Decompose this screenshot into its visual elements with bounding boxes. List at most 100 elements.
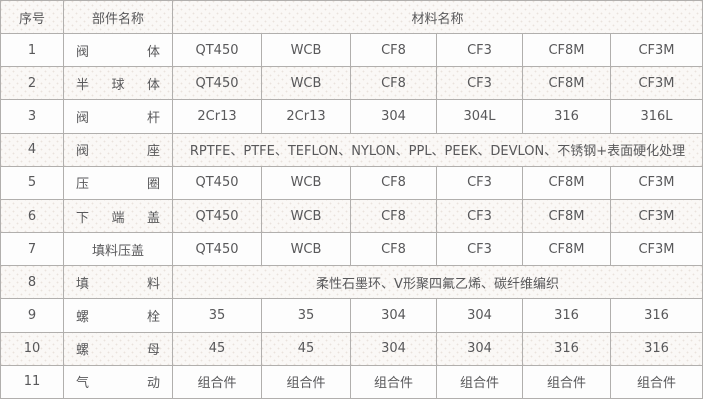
header-serial-cell: 序号	[0, 0, 64, 35]
material-cell: CF8	[350, 66, 437, 101]
header-part-name-cell: 部件名称	[63, 0, 173, 35]
part-name-cell: 填料压盖	[63, 232, 173, 267]
material-cell: CF3	[436, 66, 523, 101]
part-name-cell: 阀体	[63, 33, 173, 68]
material-cell: CF8	[350, 165, 437, 200]
part-name-label: 螺母	[76, 343, 160, 359]
part-name-label: 阀座	[76, 144, 160, 160]
material-cell: CF8M	[522, 33, 611, 68]
serial-cell: 8	[0, 265, 64, 300]
material-cell: 304	[350, 331, 437, 366]
table-row: 6 下端盖 QT450 WCB CF8 CF3 CF8M CF3M	[0, 198, 704, 234]
material-cell: 组合件	[609, 364, 704, 400]
material-cell: CF8M	[522, 66, 611, 101]
material-cell: CF3	[436, 33, 523, 68]
material-cell: 316	[609, 298, 704, 333]
table-row: 5 压圈 QT450 WCB CF8 CF3 CF8M CF3M	[0, 165, 704, 200]
material-cell: CF3M	[609, 33, 704, 68]
material-cell: 316	[522, 298, 611, 333]
part-name-cell: 下端盖	[63, 198, 173, 234]
table-row: 7 填料压盖 QT450 WCB CF8 CF3 CF8M CF3M	[0, 232, 704, 267]
material-cell: WCB	[261, 232, 351, 267]
serial-cell: 3	[0, 99, 64, 134]
part-name-label: 填料压盖	[91, 243, 144, 259]
serial-cell: 11	[0, 364, 64, 400]
serial-cell: 7	[0, 232, 64, 267]
part-name-label: 螺栓	[76, 309, 160, 325]
serial-cell: 5	[0, 165, 64, 200]
table-row: 8 填料 柔性石墨环、V形聚四氟乙烯、碳纤维编织	[0, 265, 704, 300]
material-cell: CF3M	[609, 198, 704, 234]
part-name-cell: 气动	[63, 364, 173, 400]
serial-cell: 10	[0, 331, 64, 366]
material-cell: CF8	[350, 33, 437, 68]
header-material-name-cell: 材料名称	[171, 0, 704, 35]
material-cell: CF3M	[609, 232, 704, 267]
material-cell: 组合件	[350, 364, 437, 400]
material-cell: CF8M	[522, 198, 611, 234]
material-cell: 35	[172, 298, 262, 333]
part-name-label: 气动	[76, 376, 160, 392]
serial-cell: 9	[0, 298, 64, 333]
part-name-cell: 阀杆	[63, 99, 173, 134]
material-cell: CF3	[436, 165, 523, 200]
material-cell: CF3	[436, 198, 523, 234]
part-name-cell: 压圈	[63, 165, 173, 200]
part-name-cell: 螺栓	[63, 298, 173, 333]
material-cell: CF3	[436, 232, 523, 267]
table-row: 4 阀座 RPTFE、PTFE、TEFLON、NYLON、PPL、PEEK、DE…	[0, 132, 704, 167]
material-cell: WCB	[261, 66, 351, 101]
part-name-label: 阀体	[76, 44, 160, 60]
material-cell: CF8	[350, 232, 437, 267]
material-cell: 316	[522, 331, 611, 366]
serial-cell: 6	[0, 198, 64, 234]
part-name-label: 阀杆	[76, 111, 160, 127]
material-cell: CF8M	[522, 165, 611, 200]
part-name-label: 填料	[76, 276, 160, 292]
material-cell: 2Cr13	[172, 99, 262, 134]
material-cell: 组合件	[261, 364, 351, 400]
material-cell: 316	[522, 99, 611, 134]
material-cell: 35	[261, 298, 351, 333]
material-cell: 304	[350, 99, 437, 134]
material-cell: QT450	[172, 33, 262, 68]
material-cell: QT450	[172, 198, 262, 234]
part-name-label: 压圈	[76, 177, 160, 193]
material-cell: 316L	[609, 99, 704, 134]
serial-cell: 2	[0, 66, 64, 101]
material-cell: WCB	[261, 198, 351, 234]
material-cell: 45	[172, 331, 262, 366]
material-cell: 组合件	[436, 364, 523, 400]
material-cell: 304	[436, 331, 523, 366]
part-name-label: 半球体	[76, 77, 160, 93]
serial-cell: 4	[0, 132, 64, 167]
part-name-label: 下端盖	[76, 210, 160, 226]
material-cell: WCB	[261, 33, 351, 68]
material-cell: 304	[436, 298, 523, 333]
material-cell: QT450	[172, 232, 262, 267]
material-cell: 304	[350, 298, 437, 333]
serial-cell: 1	[0, 33, 64, 68]
table-row: 1 阀体 QT450 WCB CF8 CF3 CF8M CF3M	[0, 33, 704, 68]
table-row: 10 螺母 45 45 304 304 316 316	[0, 331, 704, 366]
material-cell: CF3M	[609, 165, 704, 200]
part-name-cell: 阀座	[63, 132, 173, 167]
material-cell: 316	[609, 331, 704, 366]
table-row: 9 螺栓 35 35 304 304 316 316	[0, 298, 704, 333]
part-name-cell: 半球体	[63, 66, 173, 101]
material-cell: 2Cr13	[261, 99, 351, 134]
table-row: 3 阀杆 2Cr13 2Cr13 304 304L 316 316L	[0, 99, 704, 134]
material-cell: 组合件	[522, 364, 611, 400]
material-cell: 304L	[436, 99, 523, 134]
material-cell: QT450	[172, 66, 262, 101]
part-name-cell: 螺母	[63, 331, 173, 366]
table-header-row: 序号 部件名称 材料名称	[0, 0, 704, 35]
table-row: 2 半球体 QT450 WCB CF8 CF3 CF8M CF3M	[0, 66, 704, 101]
material-cell: WCB	[261, 165, 351, 200]
material-cell: 组合件	[172, 364, 262, 400]
material-cell: 45	[261, 331, 351, 366]
material-cell: CF8M	[522, 232, 611, 267]
material-span-cell: 柔性石墨环、V形聚四氟乙烯、碳纤维编织	[171, 265, 704, 300]
part-name-cell: 填料	[63, 265, 173, 300]
